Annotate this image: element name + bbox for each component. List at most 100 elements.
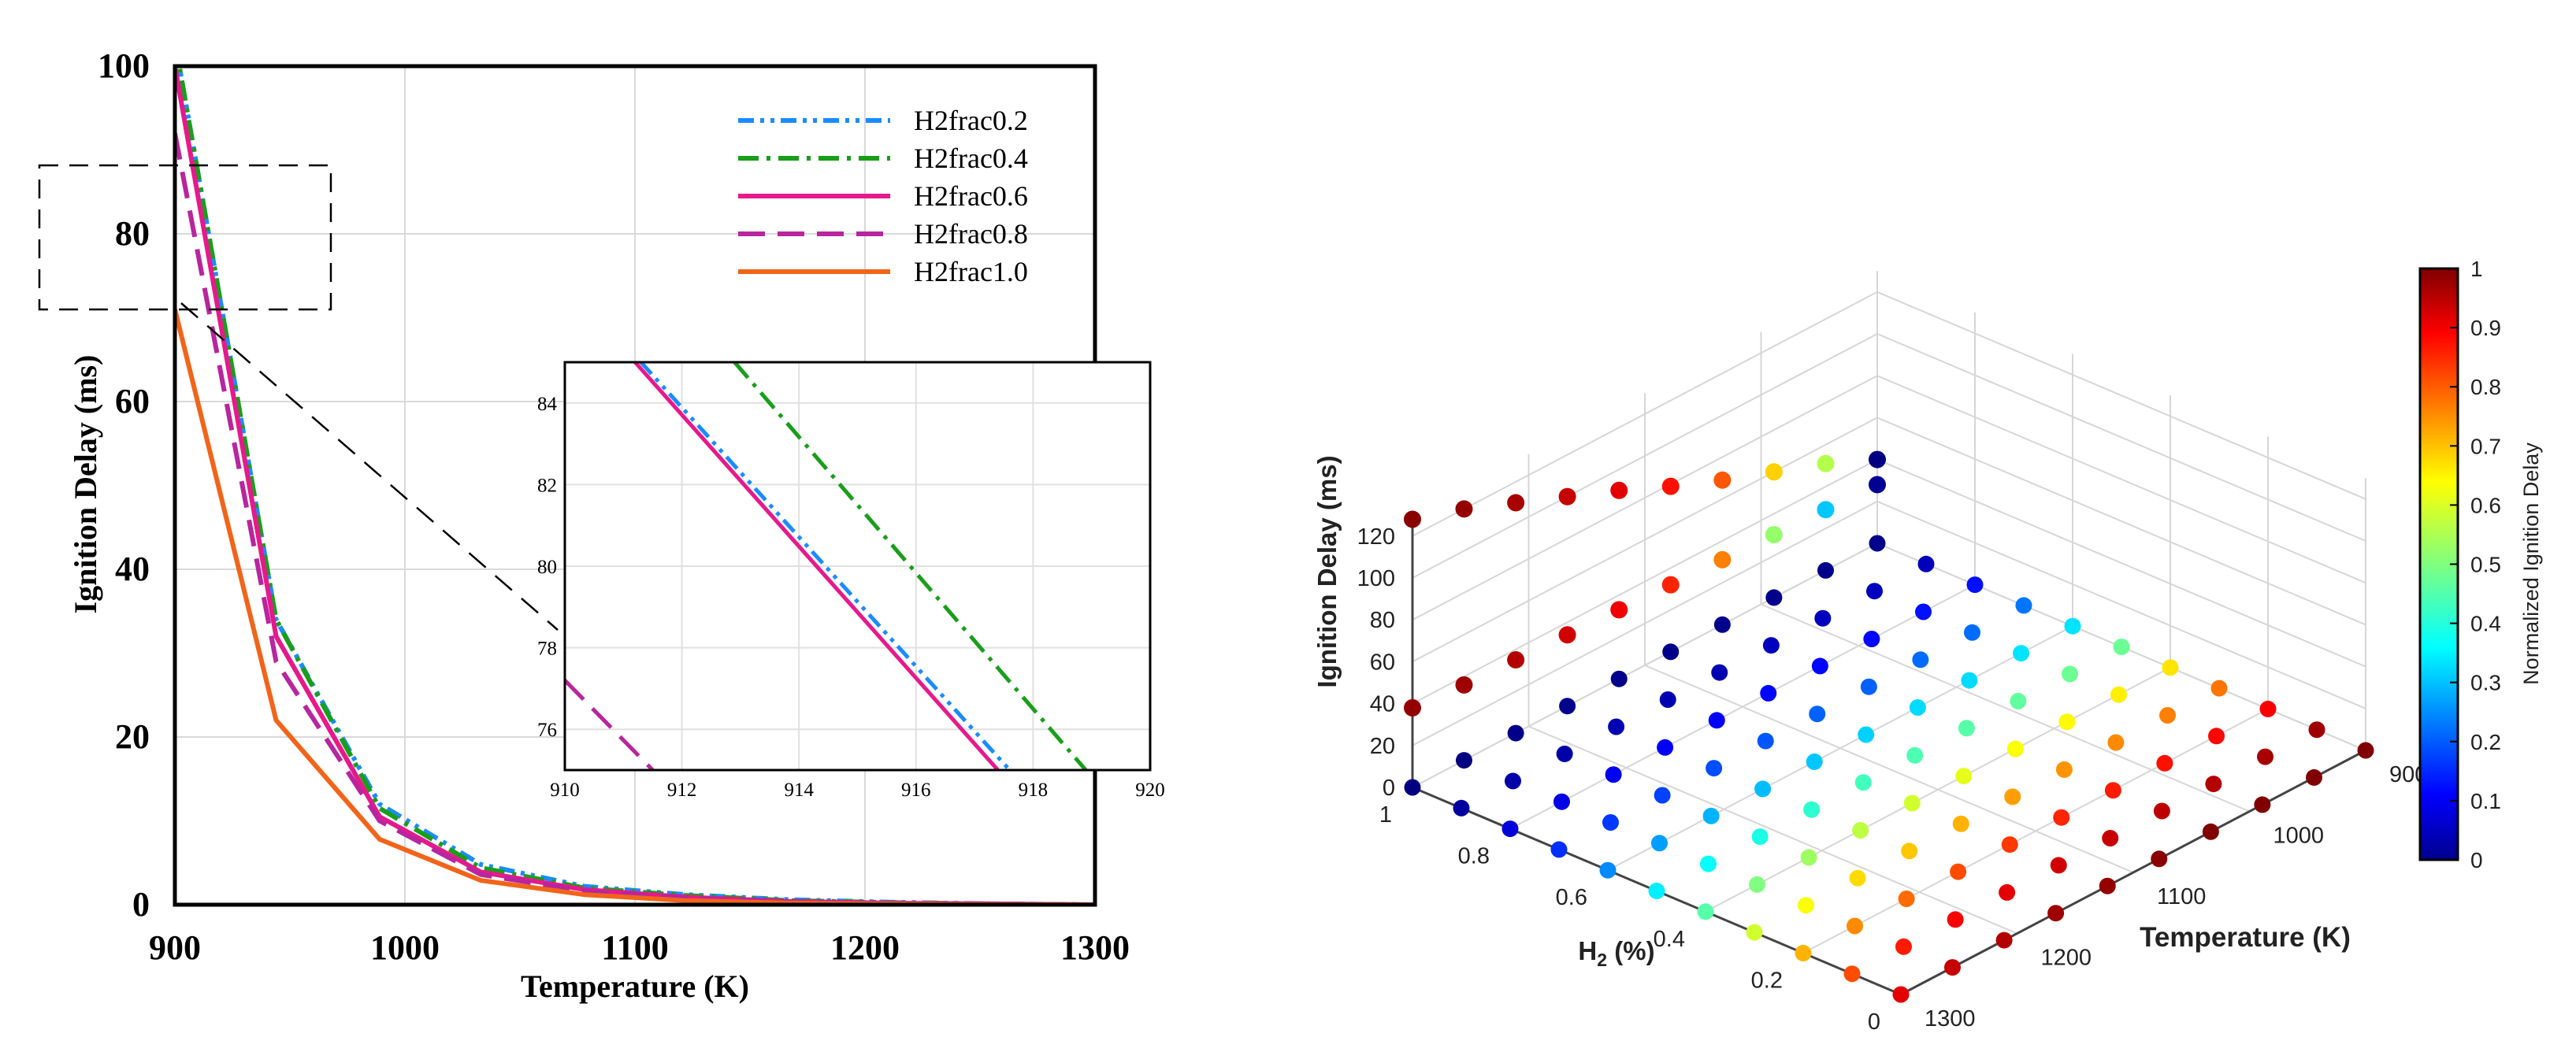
scatter-point [1702,807,1720,824]
scatter-point-raised [1507,494,1525,512]
scatter-point [1556,745,1573,762]
temperature-tick-label: 1200 [2041,946,2092,971]
floor-gridline-h2 [1607,625,2073,872]
scatter-point [1797,897,1814,914]
scatter-point [1999,883,2016,901]
floor-gridline-temperature [1528,725,2017,935]
main-x-tick-labels: 900 1000 1100 1200 1300 [149,928,1130,967]
scatter-point-raised [1558,626,1576,644]
inset-y-tick-label: 80 [537,557,557,578]
3d-scatter-points [1404,450,2374,1003]
inset-x-tick-label: 910 [550,780,580,801]
scatter-point [2153,802,2170,820]
scatter-point [1817,561,1835,579]
scatter-point [2159,707,2177,724]
scatter-point [1892,986,1910,1003]
main-x-axis-label: Temperature (K) [521,968,749,1004]
colorbar [2418,267,2459,861]
main-y-tick-labels: 0 20 40 60 80 100 [98,46,150,924]
scatter-point [2001,836,2018,854]
scatter-point [1863,630,1880,647]
scatter-point [2104,782,2121,799]
scatter-point [1795,944,1812,961]
scatter-point [1903,794,1921,812]
inset-series-line-H2frac0.8 [565,679,655,770]
scatter-point-raised [1661,477,1680,495]
scatter-point [1762,637,1780,654]
main-y-tick-label: 0 [132,885,150,924]
scatter-point [2055,761,2073,778]
colorbar-tick-label: 0.6 [2470,493,2501,517]
scatter-point [1559,698,1576,715]
legend-label-H2frac1.0: H2frac1.0 [914,256,1028,287]
main-legend: H2frac0.2 H2frac0.4 H2frac0.6 H2frac0.8 H2fr… [738,105,1028,287]
colorbar-tick-labels: 0 0.1 0.2 0.3 0.4 0.5 0.6 0.7 0.8 0.9 1 [2450,257,2501,872]
main-x-tick-label: 1100 [601,928,669,967]
floor-gridline-h2 [1509,583,1976,830]
main-x-tick-label: 900 [149,928,201,967]
scatter-point [1605,766,1622,783]
scatter-point [1654,787,1671,804]
floor-gridline-temperature [1761,603,2250,813]
main-y-tick-label: 20 [115,717,150,756]
scatter-point [1708,712,1725,729]
scatter-point [1602,813,1619,831]
scatter-point-raised [1455,676,1473,694]
scatter-point [2006,740,2024,757]
wall-gridline-delay [1412,500,2366,746]
temperature-tick-label: 1100 [2157,884,2206,909]
delay-tick-label: 20 [1370,734,1395,759]
scatter-point [2047,905,2065,922]
left-line-chart: 0 20 40 60 80 100 900 1000 1100 1200 1300 Tempera… [38,46,1165,1004]
scatter-point [1713,616,1731,633]
legend-label-H2frac0.2: H2frac0.2 [914,105,1028,136]
delay-tick-label: 100 [1357,566,1395,591]
scatter-point [1958,720,1975,737]
scatter-point [1657,739,1674,756]
delay-tick-label: 60 [1370,650,1395,675]
colorbar-tick-label: 0.4 [2470,612,2501,636]
inset-series-line-H2frac0.2 [639,362,1011,770]
legend-label-H2frac0.4: H2frac0.4 [914,143,1028,174]
scatter-point-raised [1507,651,1525,669]
scatter-point [1961,672,1978,689]
scatter-point-raised [1404,510,1421,528]
3d-tick-labels: 02040608010012000.20.40.60.8190010001100… [1357,524,2428,1035]
inset-x-tick-labels: 910 912 914 916 918 920 [550,780,1165,801]
scatter-point [1846,917,1863,935]
scatter-point [2202,823,2219,840]
scatter-point [1765,589,1783,606]
scatter-point [1550,841,1568,858]
wall-gridline-delay [1412,375,2366,621]
colorbar-tick-label: 0 [2470,848,2483,872]
temperature-axis-line [1900,749,2366,996]
scatter-point [1906,746,1924,764]
scatter-point [1947,911,1964,928]
scatter-point [2099,877,2116,894]
wall-gridline-delay [1412,542,2366,788]
scatter-point [1803,801,1821,818]
scatter-point [1659,691,1676,709]
main-y-axis-label: Ignition Delay (ms) [68,355,103,614]
main-x-tick-label: 1300 [1060,928,1130,967]
main-y-tick-label: 80 [115,214,150,253]
main-y-tick-label: 40 [115,550,150,588]
scatter-point-raised [1869,476,1886,494]
scatter-point [1950,863,1967,880]
scatter-point [2058,713,2076,731]
scatter-point [1748,876,1765,893]
scatter-point [1966,576,1984,594]
scatter-point [1869,535,1886,552]
scatter-point [1806,753,1823,770]
wall-gridline-delay [1412,291,2366,537]
scatter-point-raised [1558,487,1576,506]
colorbar-tick-label: 0.8 [2470,375,2501,399]
legend-label-H2frac0.6: H2frac0.6 [914,180,1028,212]
scatter-point-raised [1765,526,1783,544]
scatter-point [1811,657,1828,675]
inset-x-tick-label: 914 [784,780,814,801]
colorbar-tick-label: 0.2 [2470,730,2501,754]
floor-gridline-h2 [1412,543,1878,788]
scatter-point [1852,821,1869,839]
